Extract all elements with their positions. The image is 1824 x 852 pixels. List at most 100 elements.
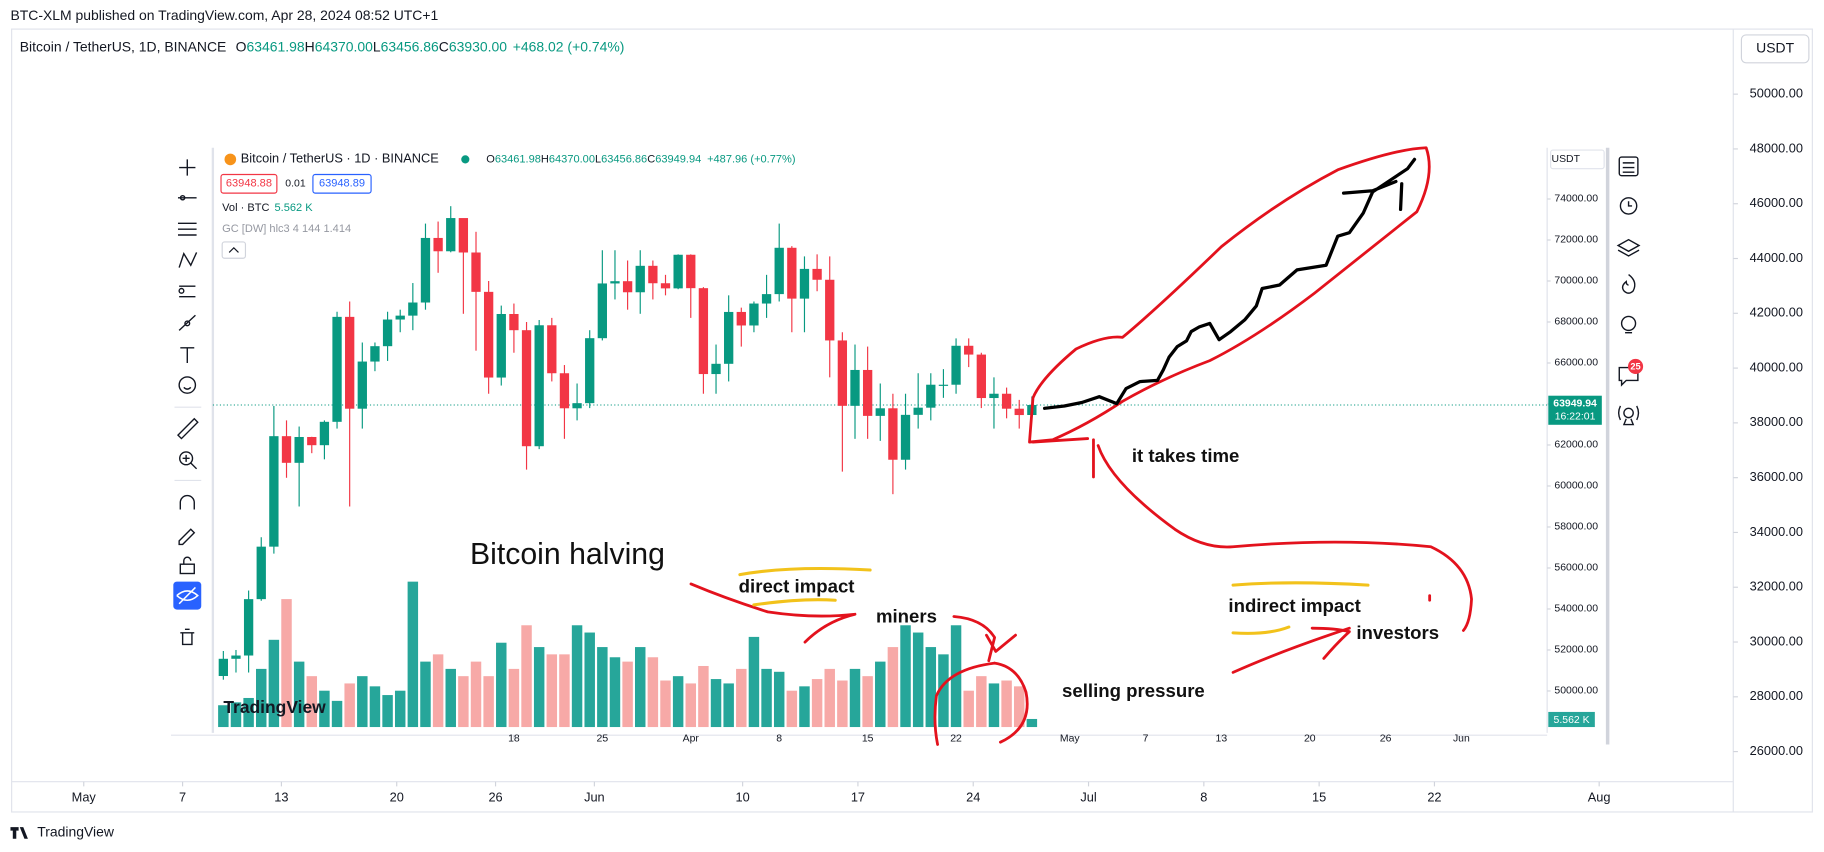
streams-icon[interactable] xyxy=(1617,405,1640,426)
y-tick-label: 38000.00 xyxy=(1750,414,1803,429)
zoom-tool[interactable] xyxy=(179,451,198,470)
candle-body xyxy=(420,237,431,303)
candle-body xyxy=(269,436,279,547)
x-tick-label: 7 xyxy=(1143,733,1149,744)
quote-value: 63456.86 xyxy=(601,153,647,165)
ideas-icon[interactable] xyxy=(1620,315,1637,334)
volume-bar xyxy=(407,581,419,728)
volume-bar xyxy=(508,668,520,728)
buy-button[interactable] xyxy=(312,173,372,194)
candle-body xyxy=(357,361,367,409)
hotlist-icon[interactable] xyxy=(1621,273,1636,294)
volume-bar xyxy=(521,625,532,728)
spread: 0.01 xyxy=(285,179,306,190)
candle-body xyxy=(686,254,696,289)
volume-bar xyxy=(900,625,911,728)
y-tick-label: 46000.00 xyxy=(1750,195,1803,210)
volume-bar xyxy=(344,683,355,728)
volume-bar xyxy=(723,683,734,728)
volume-bar xyxy=(230,702,242,728)
prediction-tool[interactable] xyxy=(178,285,196,298)
inner-currency-button[interactable] xyxy=(1550,149,1605,170)
candle-body xyxy=(774,247,784,295)
volume-bar xyxy=(559,654,570,728)
x-tick-label: May xyxy=(1060,733,1081,744)
x-tick-label: Jul xyxy=(1080,789,1096,804)
volume-bar xyxy=(710,679,722,728)
quote-value: 63949.94 xyxy=(655,153,701,165)
volume-bar xyxy=(218,705,229,728)
volume-bar xyxy=(546,654,558,728)
volume-bar xyxy=(837,680,848,728)
draw-mode-tool[interactable] xyxy=(178,528,196,546)
y-tick-label: 70000.00 xyxy=(1554,276,1598,287)
collapse-icon xyxy=(228,246,239,253)
direct-impact-label: direct impact xyxy=(739,575,855,596)
candle-body xyxy=(433,237,443,252)
volume-bar xyxy=(761,668,772,728)
alerts-icon[interactable] xyxy=(1619,197,1638,215)
candle-body xyxy=(799,268,810,299)
candle-body xyxy=(382,319,393,347)
candle-body xyxy=(597,283,607,339)
published-line: BTC-XLM published on TradingView.com, Ap… xyxy=(10,7,438,23)
y-tick-label: 58000.00 xyxy=(1554,522,1598,533)
y-tick-label: 36000.00 xyxy=(1750,469,1803,484)
brush-tool[interactable] xyxy=(178,314,196,331)
red-arrow-time xyxy=(1031,437,1473,632)
x-tick-label: Apr xyxy=(683,733,700,744)
hide-tool[interactable] xyxy=(173,581,202,610)
emoji-tool[interactable] xyxy=(178,376,197,394)
volume-bar xyxy=(811,679,823,728)
quote-key: C xyxy=(439,38,449,54)
delete-tool[interactable] xyxy=(180,628,195,646)
volume-bar xyxy=(988,683,1000,728)
fib-tool[interactable] xyxy=(177,222,197,236)
y-tick-label: 54000.00 xyxy=(1554,604,1598,615)
candle-body xyxy=(1014,408,1024,416)
candle-body xyxy=(610,281,620,284)
lock-tool[interactable] xyxy=(179,556,195,575)
text-tool[interactable] xyxy=(180,347,195,363)
trend-line-tool[interactable] xyxy=(177,194,197,201)
candle-body xyxy=(926,384,936,408)
candle-body xyxy=(989,393,999,399)
y-tick-label: 56000.00 xyxy=(1554,563,1598,574)
candle-body xyxy=(319,421,330,446)
y-tick-label: 44000.00 xyxy=(1750,250,1803,265)
left-toolbar xyxy=(173,159,202,646)
x-tick-label: 24 xyxy=(966,789,980,804)
market-status xyxy=(461,155,470,164)
candle-body xyxy=(976,354,986,399)
x-tick-label: 10 xyxy=(736,789,750,804)
y-tick-label: 66000.00 xyxy=(1554,358,1598,369)
layers-icon[interactable] xyxy=(1616,238,1641,257)
pattern-tool[interactable] xyxy=(178,251,198,268)
sell-button[interactable] xyxy=(220,173,278,194)
quote-value: 64370.00 xyxy=(549,153,595,165)
watchlist-icon[interactable] xyxy=(1618,156,1639,177)
volume-bar xyxy=(256,668,267,728)
annotations: Bitcoin halving direct impact miners it … xyxy=(470,445,1439,701)
crosshair-tool[interactable] xyxy=(179,159,196,176)
volume-bar xyxy=(963,690,974,728)
candle-body xyxy=(332,316,342,422)
candle-body xyxy=(509,313,519,331)
volume-bar xyxy=(533,647,545,728)
collapse-button[interactable] xyxy=(221,241,247,259)
magnet-tool[interactable] xyxy=(179,494,195,510)
y-tick-label: 50000.00 xyxy=(1554,686,1598,697)
time-label: it takes time xyxy=(1132,445,1240,466)
volume-bar xyxy=(243,697,254,728)
candle-body xyxy=(787,247,797,299)
x-tick-label: 15 xyxy=(1312,789,1326,804)
currency-button[interactable] xyxy=(1740,34,1810,64)
quote-key: C xyxy=(647,153,655,165)
red-arrow-miners xyxy=(689,582,857,644)
volume-tag-label: 5.562 K xyxy=(1554,715,1590,726)
volume-bar xyxy=(773,671,785,728)
y-tick-label: 30000.00 xyxy=(1750,633,1803,648)
x-tick-label: 22 xyxy=(950,733,962,744)
ruler-tool[interactable] xyxy=(176,417,199,440)
candle-body xyxy=(534,325,544,447)
